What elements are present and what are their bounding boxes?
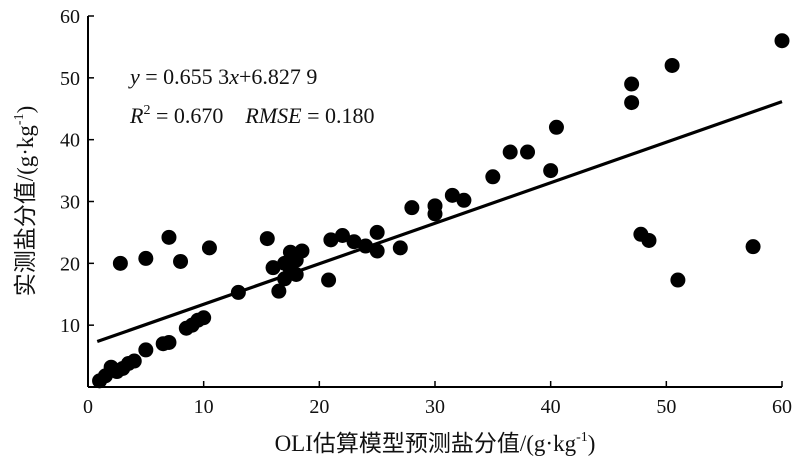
data-point	[444, 187, 460, 203]
equation-mid: = 0.655 3	[140, 64, 229, 89]
data-point	[369, 243, 385, 259]
data-point	[346, 234, 362, 250]
data-point	[664, 57, 680, 73]
y-tick-label: 60	[60, 6, 80, 28]
data-point	[502, 144, 518, 160]
data-point	[485, 169, 501, 185]
data-point	[624, 76, 640, 92]
data-point	[358, 238, 374, 254]
data-point	[670, 272, 686, 288]
equation-rhs: +6.827 9	[239, 64, 317, 89]
r-squared-superscript: 2	[143, 103, 150, 118]
data-point	[774, 33, 790, 49]
y-tick-label: 50	[60, 68, 80, 90]
rmse-value: = 0.180	[302, 103, 375, 128]
data-point	[288, 266, 304, 282]
axis-ticks	[87, 15, 783, 387]
regression-stats: R2 = 0.670 RMSE = 0.180	[129, 103, 375, 128]
data-point	[138, 250, 154, 266]
data-point	[265, 260, 281, 276]
data-point	[392, 240, 408, 256]
y-tick-label: 40	[60, 130, 80, 152]
y-tick-label: 30	[60, 192, 80, 214]
x-tick-label: 50	[656, 396, 676, 418]
x-axis-label-sup: -1	[576, 430, 588, 445]
data-point	[161, 334, 177, 350]
data-point	[745, 239, 761, 255]
data-point	[456, 192, 472, 208]
y-axis-label-sup: -1	[12, 113, 27, 125]
regression-line	[96, 100, 783, 344]
data-point	[641, 232, 657, 248]
data-point	[624, 95, 640, 111]
x-tick-label: 10	[194, 396, 214, 418]
data-point	[427, 198, 443, 214]
x-axis-label-main: OLI估算模型预测盐分值/(g·kg	[275, 431, 577, 456]
data-point	[369, 224, 385, 240]
y-axis-label-main: 实测盐分值/(g·kg	[13, 125, 38, 297]
r-squared-symbol: R	[129, 103, 144, 128]
data-point	[230, 284, 246, 300]
equation-var: x	[228, 64, 239, 89]
data-point	[294, 243, 310, 259]
x-axis-label: OLI估算模型预测盐分值/(g·kg-1)	[275, 430, 596, 456]
x-tick-label: 30	[425, 396, 445, 418]
x-tick-label: 60	[772, 396, 792, 418]
x-axis-label-tail: )	[588, 431, 596, 456]
data-point	[196, 310, 212, 326]
r-squared-value: = 0.670	[150, 103, 223, 128]
data-point	[126, 353, 142, 369]
regression-equation: y = 0.655 3x+6.827 9	[128, 64, 317, 89]
rmse-symbol: RMSE	[244, 103, 302, 128]
data-point	[520, 144, 536, 160]
data-point	[173, 253, 189, 269]
x-tick-label: 0	[83, 396, 93, 418]
x-tick-label: 20	[309, 396, 329, 418]
y-tick-label: 10	[60, 315, 80, 337]
y-axis-label: 实测盐分值/(g·kg-1)	[12, 106, 38, 297]
data-point	[321, 272, 337, 288]
data-point	[201, 240, 217, 256]
data-point	[161, 229, 177, 245]
data-point	[112, 255, 128, 271]
data-point	[334, 228, 350, 244]
data-point	[323, 232, 339, 248]
x-tick-label: 40	[541, 396, 561, 418]
axis-tick-labels: 0 10 20 30 40 50 60 10 20 30 40 50 60	[60, 6, 792, 418]
data-point	[138, 342, 154, 358]
data-point	[271, 283, 287, 299]
y-axis-label-tail: )	[13, 106, 38, 114]
data-point	[548, 119, 564, 135]
data-point	[259, 231, 275, 247]
y-tick-label: 20	[60, 253, 80, 275]
equation-lhs: y	[128, 64, 140, 89]
data-points	[92, 33, 790, 389]
data-point	[543, 163, 559, 179]
data-point	[404, 200, 420, 216]
